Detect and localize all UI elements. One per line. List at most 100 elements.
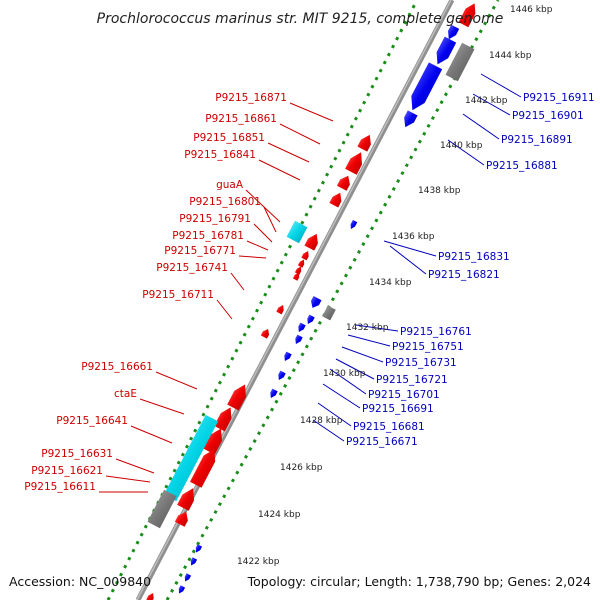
gene-label-reverse[interactable]: P9215_16891 [501, 134, 573, 146]
reverse-gene-feature[interactable] [190, 557, 198, 566]
genome-stats: Topology: circular; Length: 1,738,790 bp… [247, 574, 591, 589]
kbp-label: 1444 kbp [489, 51, 532, 61]
gene-label-reverse[interactable]: P9215_16701 [368, 389, 440, 401]
rna-gene-feature[interactable] [286, 220, 308, 244]
leader-line [347, 334, 391, 347]
forward-gene-feature[interactable] [174, 511, 188, 527]
forward-gene-feature[interactable] [329, 192, 342, 208]
leader-line [355, 324, 399, 332]
gene-label-forward[interactable]: P9215_16771 [164, 245, 236, 257]
gene-label-forward[interactable]: guaA [216, 179, 244, 191]
gene-label-forward[interactable]: P9215_16801 [189, 196, 261, 208]
reverse-gene-feature[interactable] [184, 573, 192, 582]
gene-label-forward[interactable]: P9215_16641 [56, 415, 128, 427]
reverse-gene-feature[interactable] [436, 36, 457, 65]
other-gene-feature[interactable] [445, 42, 475, 82]
leader-line [341, 346, 384, 363]
reverse-gene-feature[interactable] [298, 322, 306, 332]
gene-label-reverse[interactable]: P9215_16751 [392, 341, 464, 353]
accession-label: Accession: NC_009840 [9, 574, 151, 589]
leader-line [258, 159, 301, 181]
label-leader-lines [99, 73, 522, 493]
reverse-gene-feature[interactable] [311, 296, 322, 308]
forward-gene-feature[interactable] [146, 593, 154, 600]
leader-line [383, 240, 437, 257]
gene-label-forward[interactable]: P9215_16711 [142, 289, 214, 301]
leader-line [279, 123, 321, 145]
forward-gene-feature[interactable] [227, 384, 246, 411]
forward-gene-feature[interactable] [345, 152, 362, 175]
forward-gene-feature[interactable] [297, 259, 305, 268]
gene-label-reverse[interactable]: P9215_16671 [346, 436, 418, 448]
gene-label-forward[interactable]: P9215_16781 [172, 230, 244, 242]
gene-label-forward[interactable]: P9215_16741 [156, 262, 228, 274]
leader-line [335, 358, 375, 380]
kbp-label: 1430 kbp [323, 369, 366, 379]
forward-gene-feature[interactable] [336, 175, 350, 191]
gene-label-forward[interactable]: P9215_16661 [81, 361, 153, 373]
rna-gene-feature[interactable] [163, 414, 219, 502]
kbp-label: 1442 kbp [465, 96, 508, 106]
gene-label-forward[interactable]: P9215_16871 [215, 92, 287, 104]
reverse-gene-feature[interactable] [307, 314, 315, 324]
kbp-label: 1432 kbp [346, 323, 389, 333]
gene-label-forward[interactable]: P9215_16611 [24, 481, 96, 493]
other-gene-feature[interactable] [322, 305, 336, 321]
gene-label-reverse[interactable]: P9215_16721 [376, 374, 448, 386]
forward-gene-feature[interactable] [301, 251, 309, 261]
gene-label-reverse[interactable]: P9215_16761 [400, 326, 472, 338]
forward-gene-feature[interactable] [304, 233, 318, 251]
kbp-label: 1434 kbp [369, 278, 412, 288]
gene-label-forward[interactable]: P9215_16851 [193, 132, 265, 144]
gene-label-forward[interactable]: P9215_16791 [179, 213, 251, 225]
forward-gene-feature[interactable] [292, 272, 300, 281]
gene-label-reverse[interactable]: P9215_16821 [428, 269, 500, 281]
gene-label-reverse[interactable]: P9215_16881 [486, 160, 558, 172]
gene-label-reverse[interactable]: P9215_16911 [523, 92, 595, 104]
forward-gene-feature[interactable] [294, 266, 302, 275]
reverse-gene-feature[interactable] [270, 388, 278, 398]
reverse-gene-feature[interactable] [448, 24, 460, 40]
reverse-gene-feature[interactable] [195, 544, 203, 553]
gene-label-reverse[interactable]: P9215_16691 [362, 403, 434, 415]
reverse-gene-feature[interactable] [284, 351, 292, 361]
gene-label-reverse[interactable]: P9215_16901 [512, 110, 584, 122]
gene-label-forward[interactable]: P9215_16841 [184, 149, 256, 161]
leader-line [329, 368, 367, 395]
reverse-gene-feature[interactable] [278, 370, 286, 380]
forward-gene-feature[interactable] [260, 329, 270, 339]
leader-line [289, 102, 334, 122]
kbp-label: 1440 kbp [440, 141, 483, 151]
forward-gene-feature[interactable] [177, 488, 194, 511]
reverse-gene-feature[interactable] [404, 110, 418, 128]
leader-line [312, 419, 345, 442]
forward-gene-feature[interactable] [458, 3, 476, 28]
leader-line [472, 93, 511, 116]
inner-tick-track [165, 0, 500, 600]
gene-label-forward[interactable]: P9215_16631 [41, 448, 113, 460]
gene-label-forward[interactable]: P9215_16861 [205, 113, 277, 125]
forward-gene-feature[interactable] [214, 407, 232, 432]
gene-label-reverse[interactable]: P9215_16731 [385, 357, 457, 369]
leader-line [139, 398, 185, 415]
reverse-gene-feature[interactable] [178, 585, 186, 594]
kbp-label: 1438 kbp [418, 186, 461, 196]
gene-label-forward[interactable]: P9215_16621 [31, 465, 103, 477]
map-title: Prochlorococcus marinus str. MIT 9215, c… [97, 11, 504, 27]
gene-label-reverse[interactable]: P9215_16681 [353, 421, 425, 433]
gene-labels: P9215_16871 P9215_16861 P9215_16851 P9215_1… [24, 92, 594, 493]
forward-gene-feature[interactable] [203, 428, 222, 455]
leader-line [115, 458, 155, 474]
leader-line [389, 245, 427, 275]
reverse-gene-feature[interactable] [350, 219, 358, 229]
gene-label-reverse[interactable]: P9215_16831 [438, 251, 510, 263]
forward-gene-feature[interactable] [276, 305, 284, 315]
reverse-gene-feature[interactable] [411, 62, 443, 111]
kbp-label: 1436 kbp [392, 232, 435, 242]
forward-gene-feature[interactable] [190, 449, 216, 488]
forward-gene-feature[interactable] [357, 134, 371, 152]
leader-line [322, 383, 361, 409]
reverse-gene-feature[interactable] [295, 334, 303, 344]
other-gene-feature[interactable] [147, 489, 177, 529]
gene-label-forward[interactable]: ctaE [114, 388, 137, 400]
